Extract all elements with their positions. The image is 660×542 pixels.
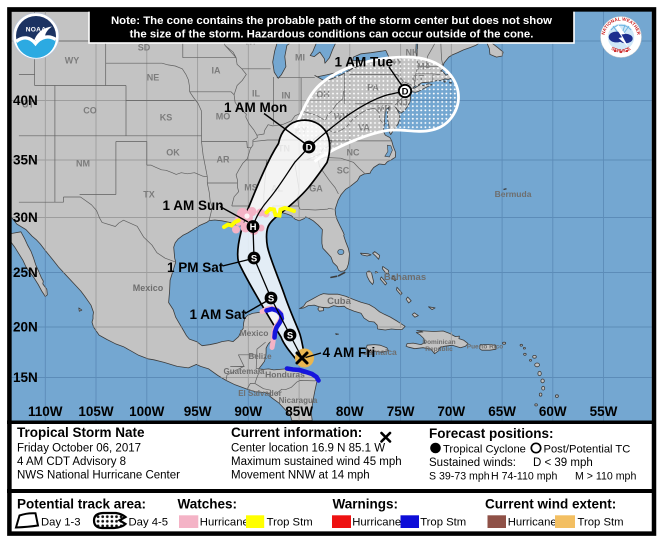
svg-text:NWS National Hurricane Center: NWS National Hurricane Center bbox=[17, 470, 180, 482]
svg-text:65W: 65W bbox=[488, 404, 516, 419]
svg-text:105W: 105W bbox=[78, 404, 114, 419]
svg-text:Tropical Storm Nate: Tropical Storm Nate bbox=[17, 425, 145, 440]
svg-text:NE: NE bbox=[147, 73, 160, 83]
svg-text:Trop Stm: Trop Stm bbox=[420, 517, 466, 529]
svg-text:Guatemala: Guatemala bbox=[224, 367, 265, 376]
svg-text:25N: 25N bbox=[13, 265, 38, 280]
svg-text:30N: 30N bbox=[13, 210, 38, 225]
svg-text:1 AM Mon: 1 AM Mon bbox=[224, 100, 287, 115]
svg-text:4 AM Fri: 4 AM Fri bbox=[323, 345, 376, 360]
svg-text:S: S bbox=[268, 293, 274, 304]
svg-text:20N: 20N bbox=[13, 320, 38, 335]
svg-text:SERVICE: SERVICE bbox=[610, 46, 633, 55]
svg-text:Jamaica: Jamaica bbox=[363, 347, 397, 357]
svg-text:MO: MO bbox=[216, 112, 231, 122]
svg-text:70W: 70W bbox=[437, 404, 465, 419]
svg-text:4 AM CDT Advisory 8: 4 AM CDT Advisory 8 bbox=[17, 456, 126, 468]
svg-text:Nicaragua: Nicaragua bbox=[279, 396, 318, 405]
svg-text:1 PM Sat: 1 PM Sat bbox=[167, 260, 224, 275]
svg-text:1 AM Tue: 1 AM Tue bbox=[335, 55, 394, 70]
svg-text:1 AM Sat: 1 AM Sat bbox=[190, 307, 247, 322]
svg-text:S: S bbox=[287, 330, 293, 341]
svg-text:WY: WY bbox=[65, 56, 80, 66]
svg-text:85W: 85W bbox=[285, 404, 313, 419]
svg-text:Sustained winds:: Sustained winds: bbox=[429, 457, 516, 469]
svg-text:Hurricane: Hurricane bbox=[200, 517, 249, 529]
svg-text:Trop Stm: Trop Stm bbox=[267, 517, 313, 529]
svg-text:Warnings:: Warnings: bbox=[333, 497, 399, 512]
svg-text:UT: UT bbox=[22, 100, 34, 110]
svg-text:IL: IL bbox=[252, 89, 261, 99]
svg-text:NOAA: NOAA bbox=[26, 27, 47, 34]
svg-text:Note: The cone contains the pr: Note: The cone contains the probable pat… bbox=[111, 15, 552, 27]
svg-text:Current wind extent:: Current wind extent: bbox=[485, 497, 616, 512]
svg-text:CO: CO bbox=[83, 106, 97, 116]
svg-text:60W: 60W bbox=[539, 404, 567, 419]
svg-text:Potential track area:: Potential track area: bbox=[17, 497, 146, 512]
svg-text:90W: 90W bbox=[234, 404, 262, 419]
svg-text:SC: SC bbox=[337, 166, 350, 176]
svg-text:OK: OK bbox=[166, 148, 180, 158]
svg-text:M > 110 mph: M > 110 mph bbox=[575, 471, 636, 483]
svg-text:Forecast positions:: Forecast positions: bbox=[429, 426, 554, 441]
svg-text:AR: AR bbox=[217, 155, 230, 165]
svg-text:MS: MS bbox=[244, 183, 258, 193]
svg-text:NC: NC bbox=[347, 148, 360, 158]
svg-text:Day 4-5: Day 4-5 bbox=[129, 517, 169, 529]
svg-text:Honduras: Honduras bbox=[265, 370, 305, 380]
svg-text:Movement NNW at 14 mph: Movement NNW at 14 mph bbox=[231, 470, 370, 482]
svg-text:MI: MI bbox=[295, 53, 305, 63]
svg-text:95W: 95W bbox=[184, 404, 212, 419]
svg-text:Mexico: Mexico bbox=[240, 328, 269, 338]
svg-text:35N: 35N bbox=[13, 153, 38, 168]
svg-text:NH: NH bbox=[406, 48, 419, 58]
svg-text:80W: 80W bbox=[336, 404, 364, 419]
svg-text:Hurricane: Hurricane bbox=[352, 517, 401, 529]
svg-text:Center location 16.9 N 85.1 W: Center location 16.9 N 85.1 W bbox=[231, 443, 385, 455]
svg-text:15N: 15N bbox=[13, 370, 38, 385]
svg-text:Hurricane: Hurricane bbox=[508, 517, 557, 529]
svg-text:IA: IA bbox=[212, 66, 222, 76]
svg-text:Belize: Belize bbox=[248, 352, 272, 361]
svg-text:Current information:: Current information: bbox=[231, 425, 362, 440]
svg-text:S 39-73 mph: S 39-73 mph bbox=[429, 471, 490, 483]
svg-text:1 AM Sun: 1 AM Sun bbox=[163, 198, 224, 213]
svg-text:75W: 75W bbox=[387, 404, 415, 419]
svg-text:Cuba: Cuba bbox=[327, 296, 351, 307]
svg-text:Watches:: Watches: bbox=[178, 497, 238, 512]
svg-text:55W: 55W bbox=[590, 404, 618, 419]
svg-text:SD: SD bbox=[138, 43, 151, 53]
svg-text:Mexico: Mexico bbox=[133, 283, 164, 293]
svg-text:IN: IN bbox=[282, 91, 291, 101]
svg-text:NM: NM bbox=[76, 159, 90, 169]
svg-text:100W: 100W bbox=[129, 404, 165, 419]
svg-text:Puerto Rico: Puerto Rico bbox=[467, 344, 504, 351]
svg-text:D: D bbox=[402, 86, 409, 97]
svg-text:GA: GA bbox=[309, 184, 323, 194]
svg-text:El Salvador: El Salvador bbox=[238, 389, 282, 398]
svg-text:D < 39 mph: D < 39 mph bbox=[533, 457, 593, 469]
svg-text:Day 1-3: Day 1-3 bbox=[41, 517, 81, 529]
svg-text:Maximum sustained wind 45 mph: Maximum sustained wind 45 mph bbox=[231, 456, 402, 468]
svg-text:KS: KS bbox=[160, 113, 173, 123]
svg-text:110W: 110W bbox=[28, 404, 63, 419]
svg-text:Friday October 06, 2017: Friday October 06, 2017 bbox=[17, 443, 141, 455]
svg-text:Post/Potential TC: Post/Potential TC bbox=[544, 444, 631, 456]
svg-text:H 74-110 mph: H 74-110 mph bbox=[491, 471, 557, 483]
svg-text:Bermuda: Bermuda bbox=[495, 189, 532, 199]
svg-text:Bahamas: Bahamas bbox=[384, 272, 426, 283]
svg-text:Tropical Cyclone: Tropical Cyclone bbox=[443, 444, 526, 456]
svg-text:Trop Stm: Trop Stm bbox=[578, 517, 624, 529]
svg-text:Dominican: Dominican bbox=[422, 339, 455, 346]
svg-text:S: S bbox=[251, 253, 257, 264]
svg-text:TX: TX bbox=[143, 190, 155, 200]
svg-text:the size of the storm. Hazardo: the size of the storm. Hazardous conditi… bbox=[130, 29, 534, 41]
svg-text:D: D bbox=[306, 142, 313, 153]
svg-text:40N: 40N bbox=[13, 93, 38, 108]
svg-text:Republic: Republic bbox=[425, 346, 453, 353]
svg-text:H: H bbox=[250, 222, 257, 233]
